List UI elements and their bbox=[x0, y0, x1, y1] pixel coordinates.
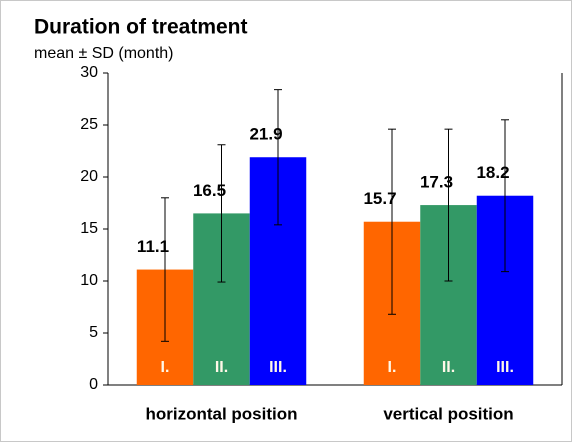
value-label: 18.2 bbox=[476, 163, 509, 182]
series-label: II. bbox=[215, 359, 228, 376]
value-label: 16.5 bbox=[193, 181, 226, 200]
x-tick-label: vertical position bbox=[383, 404, 513, 423]
y-tick-label: 25 bbox=[80, 116, 98, 133]
series-label: II. bbox=[442, 359, 455, 376]
y-tick-label: 30 bbox=[80, 64, 98, 81]
series-label: III. bbox=[496, 359, 514, 376]
value-label: 15.7 bbox=[363, 189, 396, 208]
series-label: III. bbox=[269, 359, 287, 376]
y-tick-label: 20 bbox=[80, 168, 98, 185]
value-label: 11.1 bbox=[137, 237, 169, 256]
y-tick-label: 10 bbox=[80, 272, 98, 289]
y-tick-label: 5 bbox=[89, 324, 98, 341]
y-tick-label: 15 bbox=[80, 220, 98, 237]
y-tick-label: 0 bbox=[89, 376, 98, 393]
series-label: I. bbox=[388, 359, 397, 376]
value-label: 21.9 bbox=[249, 125, 282, 144]
series-label: I. bbox=[161, 359, 170, 376]
value-label: 17.3 bbox=[420, 173, 453, 192]
chart-subtitle: mean ± SD (month) bbox=[34, 45, 174, 62]
chart-title: Duration of treatment bbox=[34, 16, 248, 39]
x-tick-label: horizontal position bbox=[145, 404, 297, 423]
